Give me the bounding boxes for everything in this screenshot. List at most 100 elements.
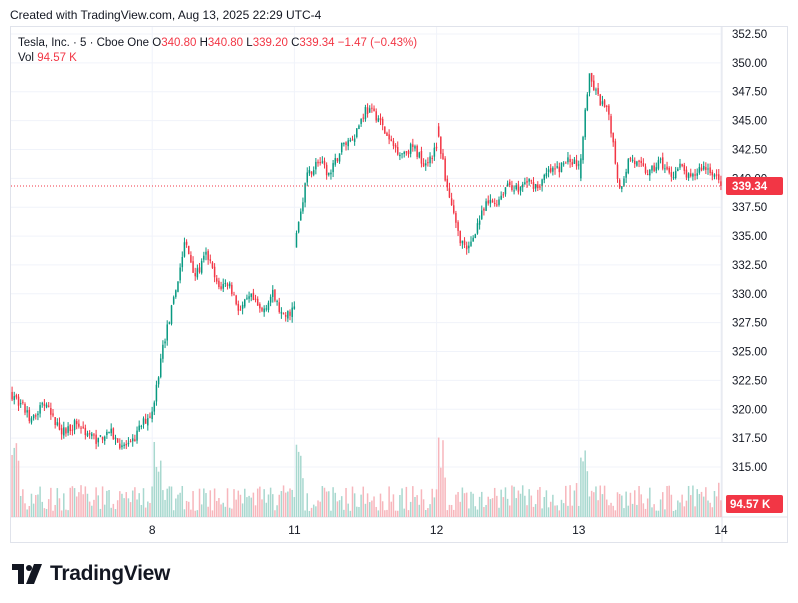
candle-body — [459, 230, 461, 244]
volume-bar — [106, 490, 108, 517]
volume-bar — [625, 491, 627, 517]
candle-body — [78, 423, 80, 427]
volume-bar — [614, 510, 617, 517]
volume-bar — [672, 510, 675, 517]
candle-body — [614, 141, 617, 164]
volume-bar — [633, 490, 636, 517]
candle-body — [39, 405, 41, 414]
volume-bar — [181, 485, 184, 517]
candle-body — [228, 283, 231, 287]
volume-bar — [261, 499, 263, 517]
candle-body — [666, 166, 668, 170]
volume-bar — [280, 491, 283, 517]
candle-body — [642, 163, 645, 166]
candle-body — [440, 136, 442, 154]
volume-bar — [537, 489, 539, 517]
candle-body — [603, 100, 606, 108]
volume-bar — [315, 506, 317, 517]
volume-bar — [371, 500, 373, 517]
candle-body — [612, 132, 614, 143]
candle-body — [30, 418, 33, 423]
volume-bar — [709, 502, 711, 517]
volume-bar — [485, 504, 487, 517]
volume-bar — [88, 501, 91, 517]
volume-bar — [435, 489, 438, 517]
candle-body — [498, 199, 500, 205]
volume-bar — [552, 494, 554, 517]
volume-bar — [224, 506, 227, 517]
volume-bar — [28, 505, 31, 517]
volume-bar — [297, 451, 300, 517]
tradingview-brand[interactable]: TradingView — [12, 562, 170, 586]
candle-body — [638, 160, 640, 163]
candle-body — [661, 157, 664, 169]
candle-body — [446, 178, 449, 188]
candle-body — [720, 181, 722, 186]
candle-body — [272, 289, 274, 297]
candle-body — [252, 292, 255, 300]
volume-bar — [334, 492, 337, 517]
price-chart[interactable]: 352.50350.00347.50345.00342.50340.00337.… — [11, 27, 787, 542]
volume-bar — [54, 504, 56, 517]
candle-body — [623, 178, 625, 186]
volume-bar — [437, 437, 440, 517]
candle-body — [595, 89, 597, 91]
candle-body — [593, 80, 595, 91]
volume-bar — [379, 493, 382, 517]
volume-bar — [142, 488, 145, 517]
volume-bar — [362, 486, 365, 517]
volume-bar — [177, 494, 179, 517]
volume-bar — [539, 487, 541, 517]
price-tick-label: 317.50 — [732, 433, 767, 445]
candle-body — [560, 162, 563, 173]
candle-body — [336, 158, 339, 162]
volume-bar — [681, 494, 683, 517]
legend-ohlc-row: Tesla, Inc. · 5 · Cboe One O340.80 H340.… — [18, 36, 417, 51]
chart-frame[interactable]: 352.50350.00347.50345.00342.50340.00337.… — [10, 26, 788, 543]
volume-bar — [32, 503, 35, 517]
volume-bar — [45, 508, 48, 517]
price-tick-label: 350.00 — [732, 58, 767, 70]
candle-body — [655, 167, 658, 171]
volume-bar — [332, 487, 334, 517]
candle-body — [409, 144, 412, 154]
volume-bar — [463, 493, 466, 517]
volume-bar — [670, 494, 673, 517]
candle-body — [718, 174, 720, 180]
candle-body — [474, 234, 477, 238]
volume-bar — [11, 454, 13, 517]
candle-body — [63, 427, 65, 436]
volume-bar — [30, 493, 33, 517]
volume-bar — [498, 507, 500, 517]
tradingview-logo-icon — [12, 564, 42, 584]
legend-vol-value: 94.57 K — [37, 52, 77, 64]
candle-body — [651, 166, 653, 171]
candle-body — [412, 144, 414, 147]
candle-body — [106, 431, 108, 436]
volume-bar — [15, 443, 18, 517]
volume-bar — [138, 493, 140, 517]
volume-bar — [702, 496, 705, 517]
candle-body — [424, 163, 427, 166]
candle-body — [569, 158, 571, 163]
candle-body — [381, 118, 384, 126]
volume-bar — [289, 488, 291, 517]
volume-bar — [358, 506, 360, 517]
candle-body — [461, 240, 464, 244]
volume-bar — [252, 492, 255, 517]
volume-bar — [715, 496, 718, 517]
candle-body — [155, 384, 158, 402]
candle-body — [565, 162, 567, 164]
candle-body — [35, 415, 37, 417]
volume-bar — [185, 500, 188, 517]
candle-body — [644, 166, 647, 173]
candle-body — [121, 445, 123, 448]
volume-bar — [388, 486, 390, 517]
candle-body — [597, 88, 599, 95]
candle-body — [116, 438, 119, 443]
candle-body — [280, 311, 283, 314]
candle-body — [325, 164, 328, 176]
candle-body — [677, 168, 679, 172]
volume-bar — [263, 489, 265, 517]
volume-bar — [183, 509, 186, 517]
